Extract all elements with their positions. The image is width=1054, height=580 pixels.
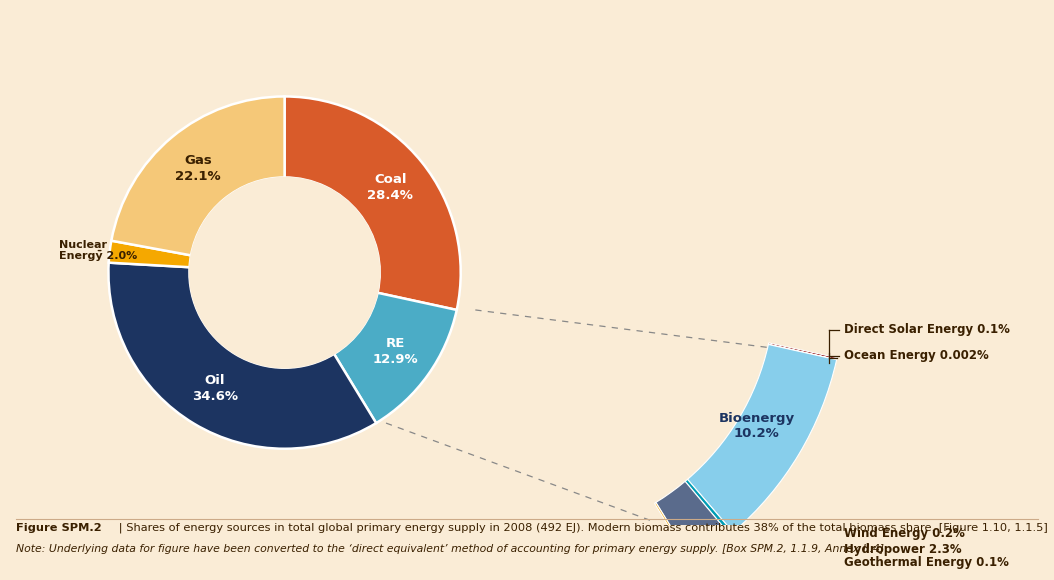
Text: Coal
28.4%: Coal 28.4% [367, 173, 413, 202]
Wedge shape [334, 293, 456, 423]
Wedge shape [655, 502, 692, 563]
Text: Geothermal Energy 0.1%: Geothermal Energy 0.1% [844, 556, 1009, 569]
Wedge shape [768, 345, 837, 360]
Text: Oil
34.6%: Oil 34.6% [192, 375, 238, 404]
Text: Ocean Energy 0.002%: Ocean Energy 0.002% [844, 349, 989, 362]
Wedge shape [285, 96, 461, 310]
Wedge shape [656, 481, 730, 562]
Wedge shape [687, 345, 837, 532]
Text: RE
12.9%: RE 12.9% [372, 337, 417, 366]
Text: Nuclear
Energy 2.0%: Nuclear Energy 2.0% [59, 240, 137, 262]
Text: | Shares of energy sources in total global primary energy supply in 2008 (492 EJ: | Shares of energy sources in total glob… [115, 523, 1048, 533]
Text: Hydropower 2.3%: Hydropower 2.3% [844, 543, 962, 556]
Text: Figure SPM.2: Figure SPM.2 [16, 523, 101, 532]
Text: Direct Solar Energy 0.1%: Direct Solar Energy 0.1% [844, 323, 1010, 336]
Wedge shape [768, 343, 837, 360]
Text: Note: Underlying data for figure have been converted to the ‘direct equivalent’ : Note: Underlying data for figure have be… [16, 544, 884, 554]
Text: Bioenergy
10.2%: Bioenergy 10.2% [719, 412, 795, 440]
Wedge shape [109, 263, 376, 449]
Wedge shape [112, 96, 285, 255]
Text: Gas
22.1%: Gas 22.1% [175, 154, 220, 183]
Wedge shape [109, 241, 191, 267]
Text: Wind Energy 0.2%: Wind Energy 0.2% [844, 527, 965, 540]
Wedge shape [685, 479, 733, 535]
Circle shape [190, 177, 379, 368]
